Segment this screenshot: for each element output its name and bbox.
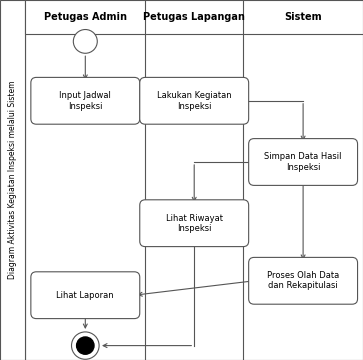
Text: Lakukan Kegiatan
Inspeksi: Lakukan Kegiatan Inspeksi	[157, 91, 232, 111]
Text: Proses Olah Data
dan Rekapitulasi: Proses Olah Data dan Rekapitulasi	[267, 271, 339, 291]
FancyBboxPatch shape	[249, 257, 358, 304]
Text: Input Jadwal
Inspeksi: Input Jadwal Inspeksi	[60, 91, 111, 111]
FancyBboxPatch shape	[249, 139, 358, 185]
Bar	[0, 0, 25, 360]
Circle shape	[73, 30, 97, 53]
Bar	[25, 0, 363, 34]
FancyBboxPatch shape	[140, 200, 249, 247]
Text: Diagram Aktivitas Kegiatan Inspeksi melalui Sistem: Diagram Aktivitas Kegiatan Inspeksi mela…	[8, 81, 17, 279]
Circle shape	[72, 332, 99, 359]
Text: Lihat Laporan: Lihat Laporan	[57, 291, 114, 300]
FancyBboxPatch shape	[140, 77, 249, 124]
Text: Petugas Lapangan: Petugas Lapangan	[143, 12, 245, 22]
FancyBboxPatch shape	[31, 272, 140, 319]
FancyBboxPatch shape	[31, 77, 140, 124]
Text: Sistem: Sistem	[284, 12, 322, 22]
Text: Lihat Riwayat
Inspeksi: Lihat Riwayat Inspeksi	[166, 213, 223, 233]
Circle shape	[77, 337, 94, 354]
Text: Simpan Data Hasil
Inspeksi: Simpan Data Hasil Inspeksi	[264, 152, 342, 172]
Text: Petugas Admin: Petugas Admin	[44, 12, 127, 22]
